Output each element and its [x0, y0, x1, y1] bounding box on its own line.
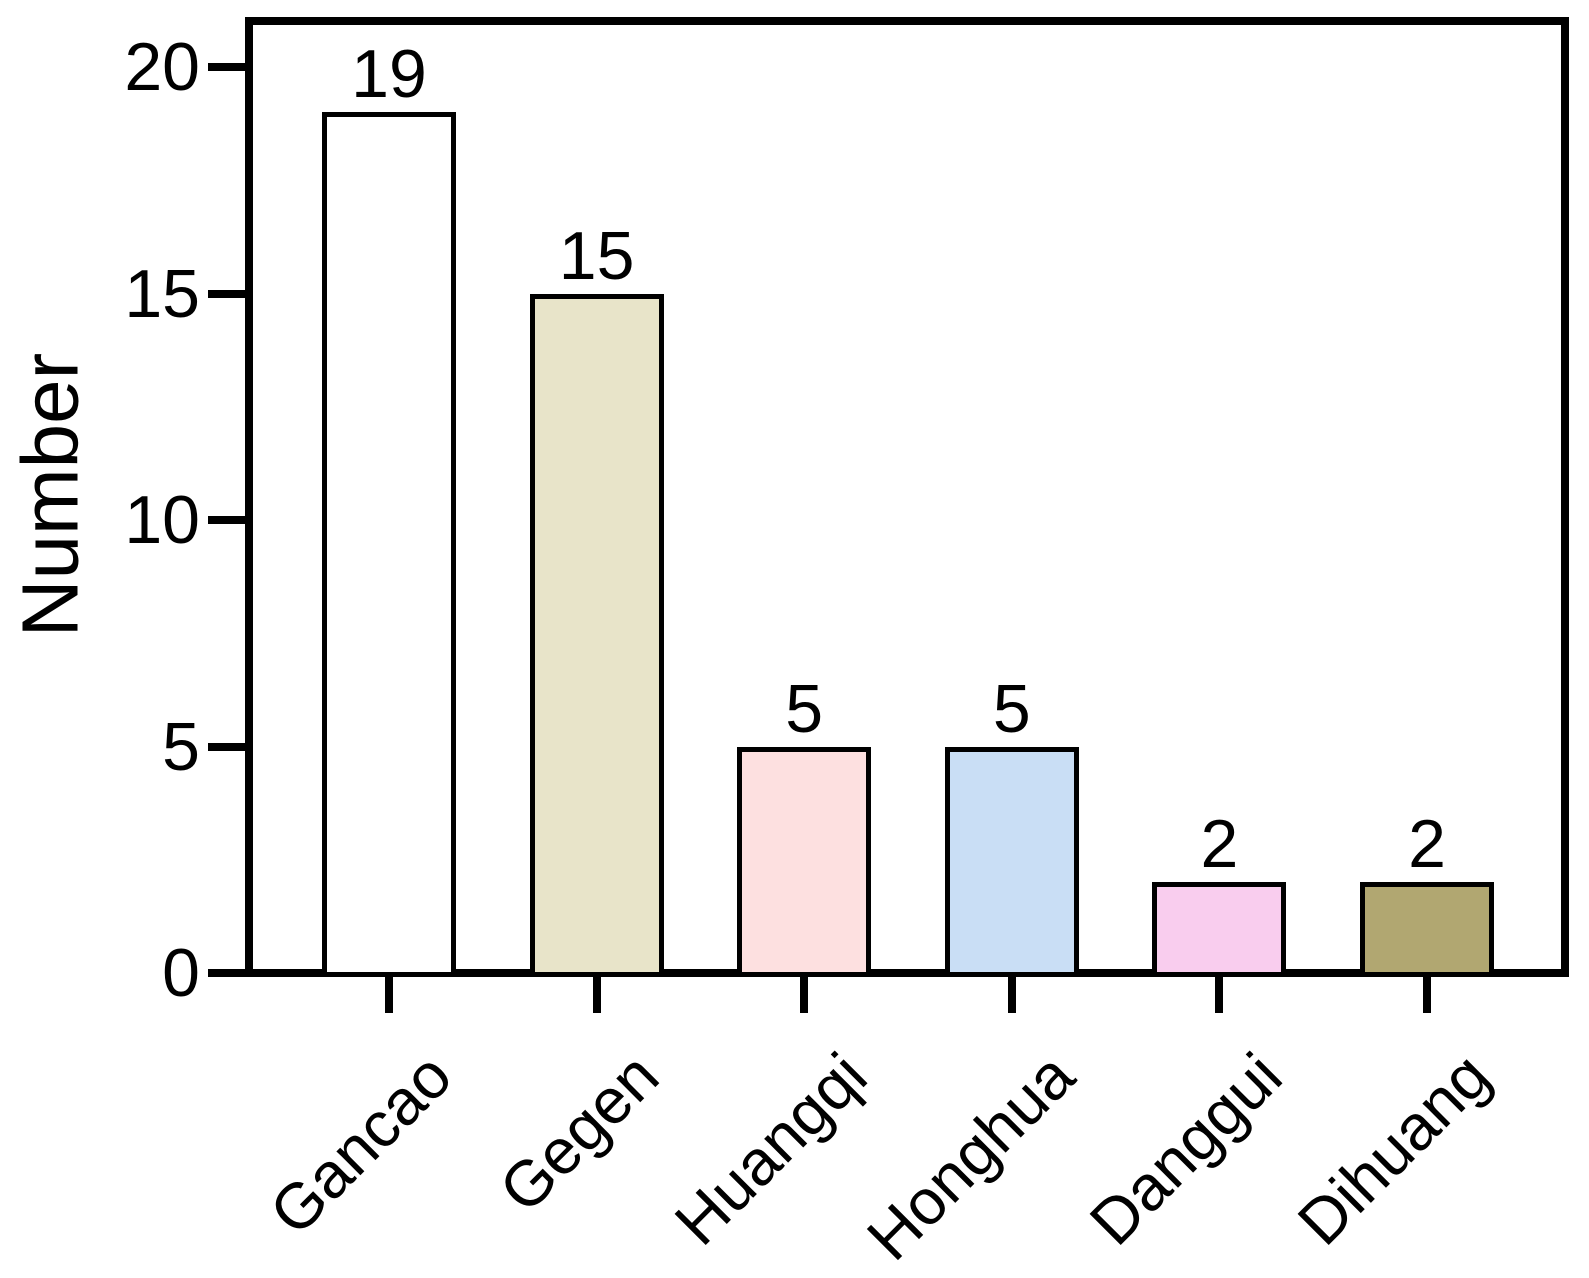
plot-area	[245, 17, 1569, 977]
y-axis-tick	[208, 516, 252, 524]
x-axis-tick	[1007, 969, 1016, 1013]
bar-gancao	[322, 112, 456, 977]
y-axis-tick-label: 10	[124, 482, 200, 558]
x-axis-tick	[385, 969, 393, 1013]
y-axis-tick	[208, 969, 252, 977]
x-axis-tick	[1215, 969, 1224, 1013]
y-axis-tick	[208, 63, 252, 71]
bar-value-label: 19	[351, 36, 427, 113]
bar-dihuang	[1360, 882, 1494, 977]
y-axis-tick	[208, 289, 252, 298]
bar-value-label: 2	[1408, 806, 1446, 883]
y-axis-tick-label: 20	[124, 29, 200, 105]
x-axis-tick-label: Huangqi	[660, 1039, 881, 1259]
x-axis-tick-label: Danggui	[1075, 1039, 1296, 1259]
bar-value-label: 5	[992, 670, 1031, 747]
bar-value-label: 2	[1200, 806, 1239, 883]
x-axis-tick-label: Honghua	[853, 1039, 1088, 1274]
y-axis-title: Number	[5, 352, 94, 638]
y-axis-title-wrap: Number	[2, 17, 98, 973]
x-axis-tick-label: Dihuang	[1283, 1039, 1504, 1259]
y-axis-tick-label: 15	[124, 255, 200, 332]
bar-value-label: 15	[558, 217, 635, 294]
x-axis-tick-label: Gancao	[255, 1039, 466, 1249]
y-axis-tick-label: 0	[162, 935, 200, 1011]
bar-value-label: 5	[785, 670, 824, 747]
x-axis-tick-label: Gegen	[485, 1039, 673, 1226]
x-axis-tick	[1423, 969, 1431, 1013]
y-axis-tick-label: 5	[162, 708, 200, 785]
x-axis-tick	[800, 969, 809, 1013]
bar-gegen	[529, 293, 664, 977]
x-axis-tick	[592, 969, 601, 1013]
y-axis-tick	[208, 742, 252, 751]
bar-honghua	[944, 746, 1079, 977]
bar-danggui	[1152, 882, 1287, 977]
bar-huangqi	[737, 746, 872, 977]
